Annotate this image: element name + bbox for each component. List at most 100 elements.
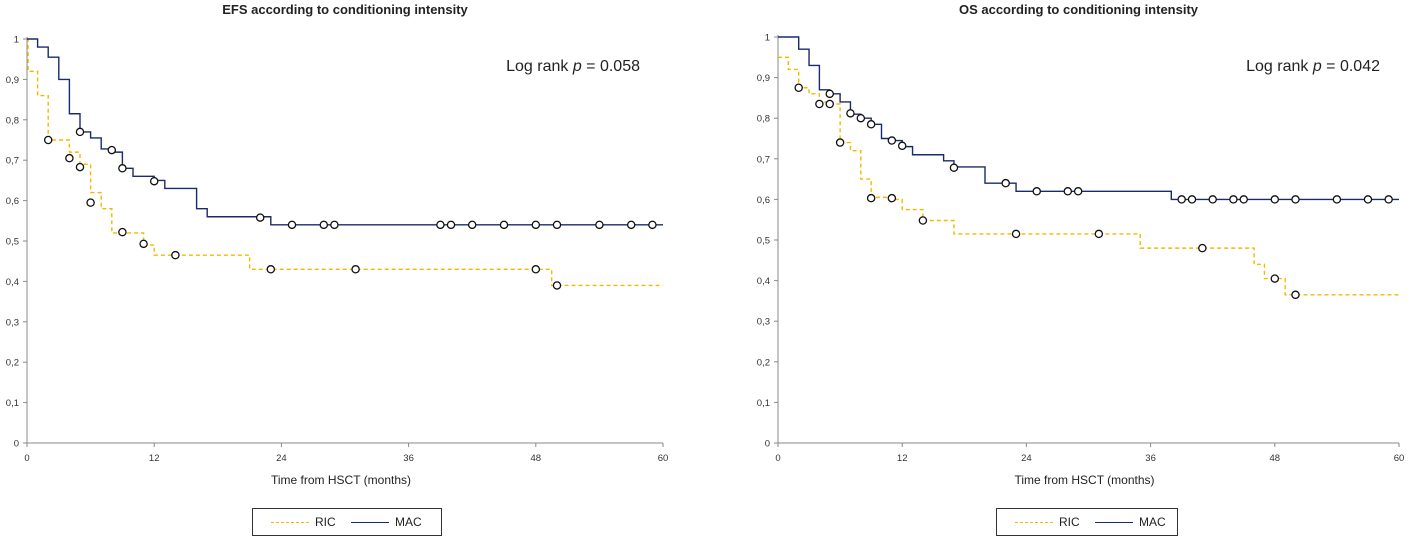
y-tick-label: 0,4	[757, 276, 770, 287]
censor-mark-ric	[794, 83, 803, 93]
censor-mark-mac	[1063, 187, 1073, 196]
y-tick-label: 1	[14, 35, 19, 46]
efs-legend-ric: RIC	[271, 509, 336, 535]
log-rank-annotation: Log rank p = 0.058	[506, 58, 640, 75]
censor-mark-mac	[866, 120, 876, 129]
censor-mark-mac	[949, 163, 959, 172]
p-symbol: p	[572, 58, 582, 75]
censor-mark-ric	[1270, 274, 1280, 283]
p-symbol: p	[1312, 58, 1322, 75]
censor-mark-ric	[1094, 229, 1104, 239]
os-chart-panel: OS according to conditioning intensity 0…	[740, 0, 1417, 540]
censor-mark-ric	[531, 265, 541, 274]
efs-chart-title: EFS according to conditioning intensity	[222, 2, 468, 17]
censor-mark-mac	[1239, 195, 1248, 204]
y-tick-label: 0,1	[757, 398, 770, 409]
censor-mark-mac	[1177, 195, 1186, 204]
censor-mark-mac	[595, 220, 604, 230]
os-plot: 0 0,1 0,2 0,3 0,4 0,5 0,6 0,7 0,8 0,9 1 0 12 24 36 48 60…	[757, 33, 1405, 488]
censor-mark-mac	[1229, 195, 1238, 204]
legend-mac-label: MAC	[1139, 515, 1166, 529]
censor-mark-ric	[351, 265, 360, 274]
legend-ric-label: RIC	[315, 515, 336, 529]
x-tick-label: 60	[1394, 453, 1405, 464]
os-chart-title: OS according to conditioning intensity	[958, 2, 1199, 17]
os-legend: RIC MAC	[996, 508, 1178, 536]
censor-mark-mac	[75, 127, 85, 137]
log-rank-label: Log rank	[1246, 58, 1313, 75]
os-legend-ric: RIC	[1015, 509, 1080, 535]
legend-ric-swatch	[1015, 521, 1053, 523]
censor-mark-ric	[815, 99, 824, 109]
censor-mark-ric	[887, 193, 897, 203]
y-tick-label: 0,9	[757, 73, 770, 84]
x-axis-title: Time from HSCT (months)	[271, 473, 411, 487]
series-line-ric	[27, 38, 663, 287]
censor-mark-mac	[1332, 195, 1342, 204]
y-tick-label: 0,3	[757, 317, 770, 328]
y-tick-label: 0,6	[757, 195, 770, 206]
censor-mark-mac	[107, 145, 117, 155]
y-tick-label: 0,3	[6, 317, 19, 328]
censor-mark-mac	[467, 220, 477, 230]
censor-mark-mac	[1073, 187, 1083, 196]
censor-mark-ric	[266, 265, 276, 274]
y-tick-label: 0,4	[6, 277, 19, 288]
censor-mark-mac	[287, 220, 297, 230]
y-tick-label: 0,2	[6, 358, 19, 369]
series-line-mac	[778, 36, 1399, 201]
x-tick-label: 12	[149, 453, 160, 464]
x-tick-label: 24	[276, 453, 287, 464]
censor-mark-mac	[856, 113, 866, 123]
series-line-ric	[778, 56, 1399, 296]
censor-mark-ric	[43, 135, 53, 145]
censor-mark-ric	[139, 239, 148, 249]
efs-legend: RIC MAC	[252, 508, 442, 536]
log-rank-annotation: Log rank p = 0.042	[1246, 58, 1380, 75]
censor-mark-mac	[1291, 195, 1300, 204]
y-tick-label: 0,7	[757, 154, 770, 165]
p-value: = 0.042	[1322, 58, 1380, 75]
y-tick-label: 0,5	[6, 237, 19, 248]
y-tick-label: 1	[765, 33, 770, 44]
censor-mark-ric	[552, 281, 562, 290]
x-tick-label: 24	[1021, 453, 1032, 464]
censor-mark-ric	[171, 250, 180, 260]
legend-mac-swatch	[351, 521, 389, 523]
x-tick-label: 48	[1270, 453, 1281, 464]
censor-mark-mac	[436, 220, 445, 230]
efs-chart-panel: EFS according to conditioning intensity …	[0, 0, 700, 540]
censor-mark-ric	[75, 162, 85, 172]
censor-mark-mac	[846, 109, 855, 118]
censor-mark-ric	[1198, 243, 1207, 253]
legend-ric-swatch	[271, 521, 309, 523]
y-tick-label: 0,5	[757, 236, 770, 247]
censor-mark-ric	[65, 153, 74, 163]
efs-plot: 0 0,1 0,2 0,3 0,4 0,5 0,6 0,7 0,8 0,9 1 0 12 24 36 48 60…	[6, 35, 669, 488]
censor-mark-mac	[897, 141, 907, 151]
efs-legend-mac: MAC	[351, 509, 422, 535]
censor-mark-ric	[118, 227, 127, 237]
censor-mark-mac	[118, 164, 127, 173]
x-tick-label: 36	[403, 453, 414, 464]
censor-mark-mac	[1001, 178, 1010, 188]
x-tick-label: 12	[897, 453, 908, 464]
y-tick-label: 0	[14, 439, 19, 450]
censor-mark-mac	[1363, 195, 1373, 204]
p-value: = 0.058	[582, 58, 640, 75]
x-tick-label: 0	[775, 453, 780, 464]
y-tick-label: 0,7	[6, 156, 19, 167]
censor-mark-mac	[499, 220, 509, 230]
x-tick-label: 36	[1145, 453, 1156, 464]
censor-mark-mac	[825, 89, 835, 99]
y-tick-label: 0,8	[6, 115, 19, 126]
censor-mark-mac	[1208, 195, 1217, 204]
censor-mark-mac	[648, 220, 657, 230]
y-tick-label: 0	[765, 439, 770, 450]
x-tick-label: 0	[24, 453, 29, 464]
censor-mark-mac	[626, 220, 636, 230]
x-tick-label: 48	[531, 453, 542, 464]
legend-mac-swatch	[1095, 521, 1133, 523]
y-tick-label: 0,9	[6, 75, 19, 86]
censor-mark-ric	[835, 138, 845, 147]
